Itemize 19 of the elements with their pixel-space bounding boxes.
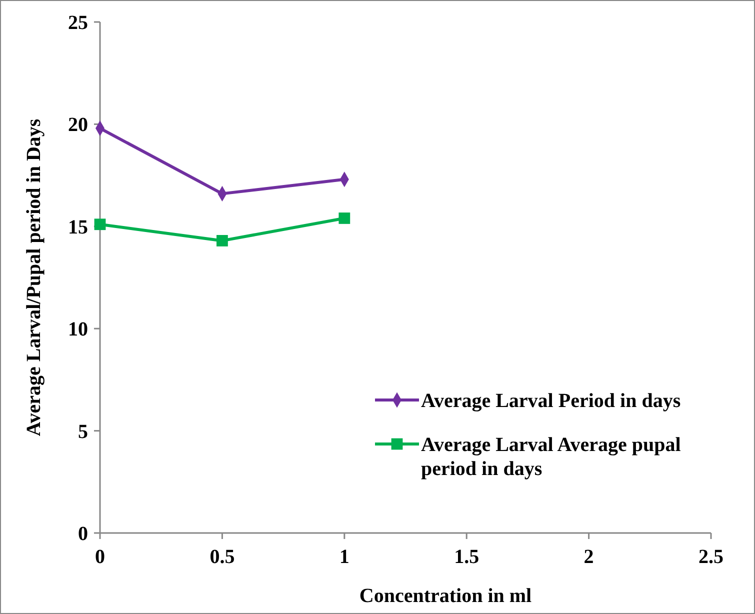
y-tick-label: 10 (68, 318, 88, 341)
x-tick-label: 0.5 (210, 546, 235, 568)
point (94, 218, 106, 230)
y-tick-label: 20 (68, 114, 88, 136)
legend-label: Average Larval Average pupal period in days (421, 434, 682, 480)
y-tick-label: 15 (68, 216, 88, 238)
y-tick-label: 0 (78, 523, 88, 545)
y-tick-label: 25 (68, 12, 88, 34)
x-tick-label: 2.5 (698, 546, 724, 568)
point (338, 212, 350, 224)
x-tick-label: 1 (339, 546, 350, 568)
x-tick-label: 2 (584, 546, 594, 568)
y-axis-title: Average Larval/Pupal period in Days (23, 118, 45, 436)
x-tick-label: 1.5 (454, 546, 480, 568)
x-axis-title: Concentration in ml (359, 585, 532, 607)
y-tick-label: 5 (78, 420, 88, 443)
x-tick-label: 0 (95, 546, 105, 568)
point (216, 235, 228, 246)
legend-label: Average Larval Period in days (421, 390, 681, 412)
